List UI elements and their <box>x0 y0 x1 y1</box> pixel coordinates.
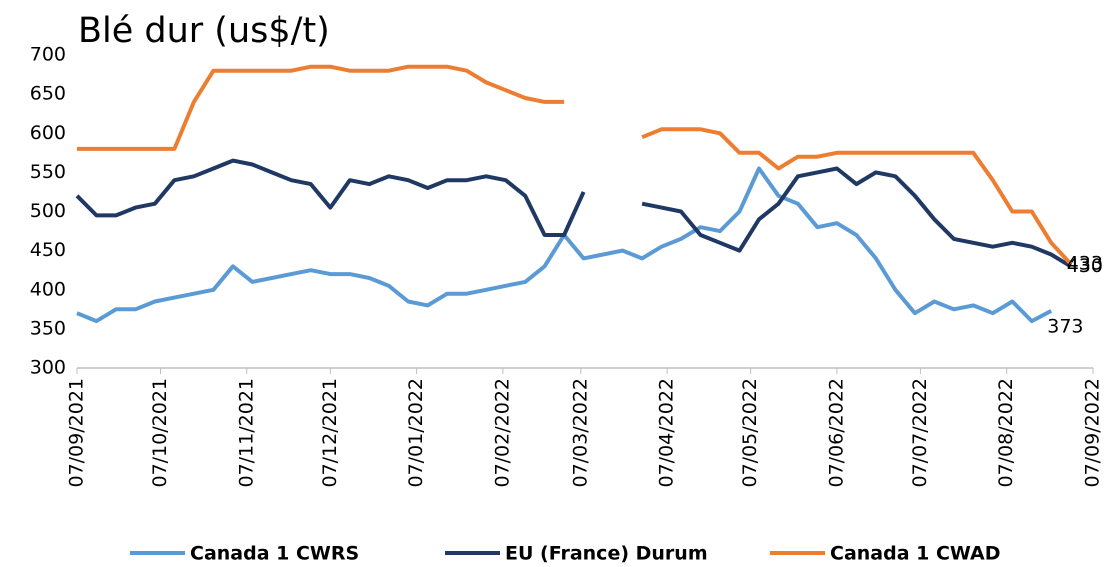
series-line <box>77 64 565 151</box>
x-tick-label: 07/03/2022 <box>569 378 591 488</box>
series-line <box>641 127 1073 266</box>
x-tick-label: 07/09/2021 <box>66 378 88 488</box>
legend-label: Canada 1 CWAD <box>830 543 1001 565</box>
x-tick-label: 07/12/2021 <box>319 378 341 488</box>
y-tick-label: 350 <box>30 317 66 339</box>
x-tick-label: 07/05/2022 <box>739 378 761 488</box>
x-tick-label: 07/06/2022 <box>825 378 847 488</box>
x-tick-label: 07/11/2021 <box>235 378 257 488</box>
legend-label: EU (France) Durum <box>505 543 708 565</box>
y-tick-label: 600 <box>30 122 66 144</box>
series-line <box>641 166 1072 269</box>
y-tick-label: 400 <box>30 278 66 300</box>
x-tick-label: 07/01/2022 <box>405 378 427 488</box>
x-tick-label: 07/08/2022 <box>995 378 1017 488</box>
legend-label: Canada 1 CWRS <box>190 543 359 565</box>
y-tick-label: 500 <box>30 200 66 222</box>
y-tick-label: 650 <box>30 83 66 105</box>
series-line <box>76 166 1053 324</box>
x-tick-label: 07/09/2022 <box>1082 378 1104 488</box>
x-tick-label: 07/07/2022 <box>909 378 931 488</box>
y-tick-label: 450 <box>30 239 66 261</box>
y-tick-label: 300 <box>30 357 66 379</box>
end-label: 430 <box>1067 255 1103 277</box>
x-tick-label: 07/04/2022 <box>656 378 678 488</box>
chart-title: Blé dur (us$/t) <box>78 11 330 51</box>
y-tick-label: 700 <box>30 44 66 66</box>
series-line <box>75 158 586 237</box>
end-label: 373 <box>1047 315 1083 337</box>
y-tick-label: 550 <box>30 161 66 183</box>
x-tick-label: 07/02/2022 <box>491 378 513 488</box>
x-tick-label: 07/10/2021 <box>149 378 171 488</box>
end-label: 433 <box>1067 252 1103 274</box>
